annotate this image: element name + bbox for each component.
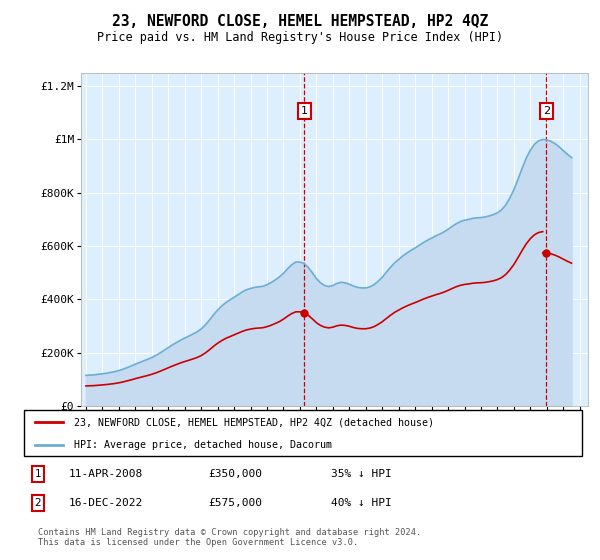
- Text: £575,000: £575,000: [208, 498, 262, 507]
- Text: 2: 2: [35, 498, 41, 507]
- Text: 16-DEC-2022: 16-DEC-2022: [68, 498, 143, 507]
- Text: 23, NEWFORD CLOSE, HEMEL HEMPSTEAD, HP2 4QZ (detached house): 23, NEWFORD CLOSE, HEMEL HEMPSTEAD, HP2 …: [74, 417, 434, 427]
- Text: £350,000: £350,000: [208, 469, 262, 479]
- Text: 11-APR-2008: 11-APR-2008: [68, 469, 143, 479]
- Text: 40% ↓ HPI: 40% ↓ HPI: [331, 498, 392, 507]
- Text: Price paid vs. HM Land Registry's House Price Index (HPI): Price paid vs. HM Land Registry's House …: [97, 31, 503, 44]
- Text: 35% ↓ HPI: 35% ↓ HPI: [331, 469, 392, 479]
- Text: 1: 1: [301, 106, 308, 116]
- Text: 2: 2: [542, 106, 550, 116]
- Text: 23, NEWFORD CLOSE, HEMEL HEMPSTEAD, HP2 4QZ: 23, NEWFORD CLOSE, HEMEL HEMPSTEAD, HP2 …: [112, 14, 488, 29]
- Text: HPI: Average price, detached house, Dacorum: HPI: Average price, detached house, Daco…: [74, 440, 332, 450]
- Text: Contains HM Land Registry data © Crown copyright and database right 2024.
This d: Contains HM Land Registry data © Crown c…: [38, 528, 421, 547]
- Text: 1: 1: [35, 469, 41, 479]
- FancyBboxPatch shape: [24, 410, 582, 456]
